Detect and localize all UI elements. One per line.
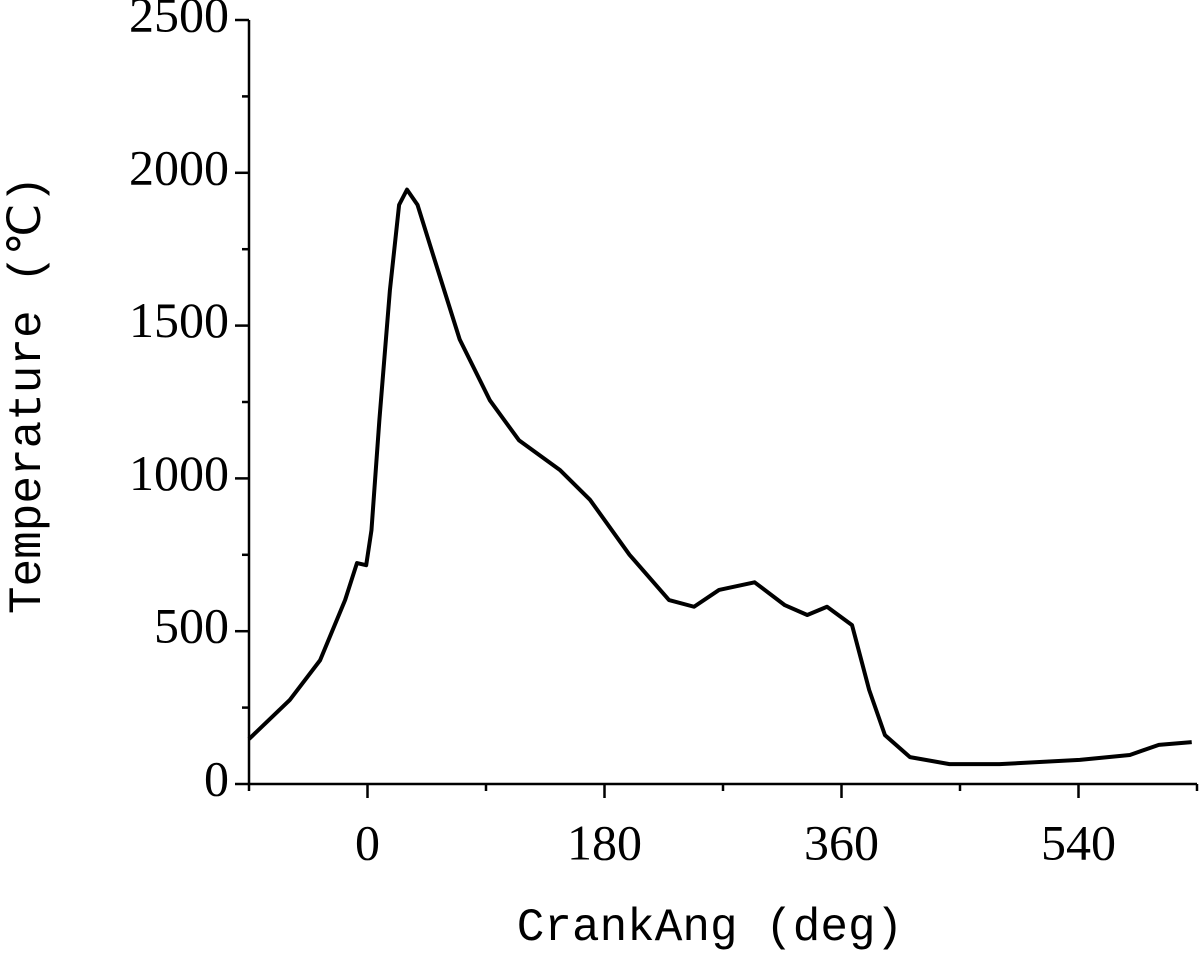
y-tick-label: 1000 [129,445,229,501]
data-line [247,187,1192,767]
x-tick-label: 180 [567,814,642,870]
y-tick-label: 2000 [129,139,229,195]
y-tick-label: 1500 [129,292,229,348]
y-tick-label: 500 [154,598,229,654]
y-tick-label: 0 [204,750,229,806]
y-axis-title: Temperature (℃) [2,176,54,614]
x-tick-label: 0 [355,814,380,870]
x-axis-title: CrankAng (deg) [517,902,903,954]
y-tick-label: 2500 [129,0,229,42]
x-tick-label: 540 [1041,814,1116,870]
x-tick-label: 360 [804,814,879,870]
